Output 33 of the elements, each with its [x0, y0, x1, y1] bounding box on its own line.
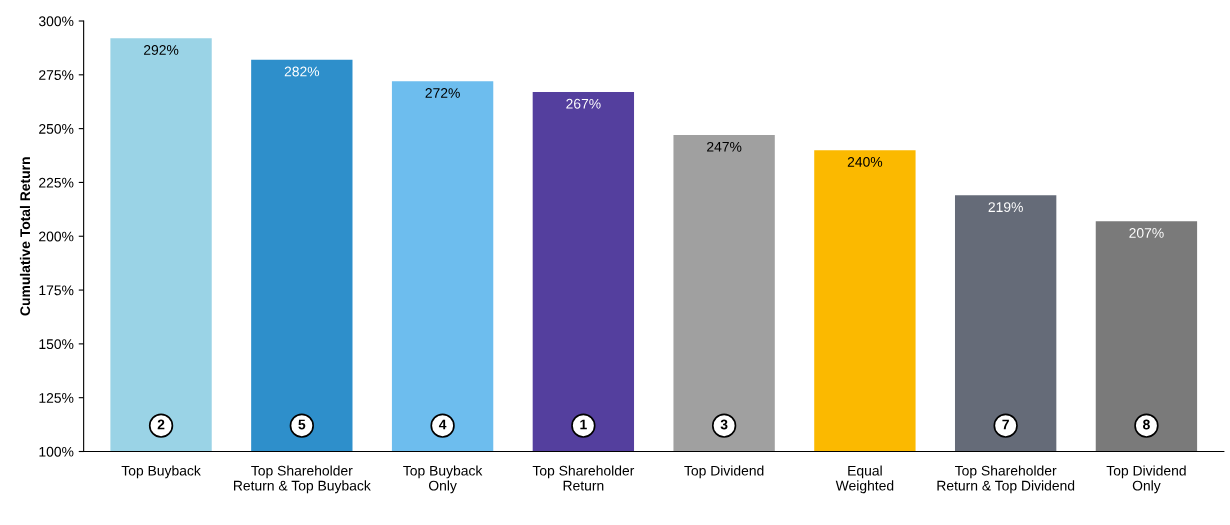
data-label: 247%	[707, 141, 742, 152]
data-label: 292%	[144, 45, 179, 55]
data-label: 267%	[566, 98, 601, 109]
y-tick-label: 275%	[39, 70, 74, 80]
x-tick-label: Equal Weighted	[835, 465, 894, 494]
x-tick-label: Top Dividend	[684, 465, 764, 479]
y-tick-label: 300%	[38, 16, 74, 27]
y-tick-label: 200%	[39, 231, 74, 242]
y-tick-label: 250%	[39, 123, 74, 134]
data-label: 272%	[425, 88, 460, 98]
data-label: 207%	[1129, 228, 1164, 238]
annotation: 7	[1002, 419, 1009, 430]
y-tick-label: 100%	[39, 446, 74, 457]
annotation: 2	[157, 419, 165, 430]
y-tick-label: 125%	[39, 393, 74, 403]
annotation: 1	[580, 419, 587, 430]
y-axis-title: Cumulative Total Return	[19, 157, 31, 316]
annotation: 8	[1143, 419, 1150, 430]
x-tick-label: Top Dividend Only	[1106, 465, 1186, 494]
y-tick-label: 175%	[39, 285, 74, 296]
y-tick-label: 150%	[39, 339, 74, 350]
x-tick-label: Top Buyback Only	[403, 465, 483, 494]
data-label: 219%	[988, 202, 1023, 213]
annotation: 3	[720, 419, 728, 430]
data-label: 240%	[847, 156, 883, 167]
data-label: 282%	[284, 66, 320, 77]
x-tick-label: Top Shareholder Return	[532, 465, 635, 491]
annotation: 5	[298, 419, 306, 430]
y-tick-label: 225%	[39, 177, 74, 188]
x-tick-label: Top Shareholder Return & Top Dividend	[937, 465, 1075, 494]
x-tick-label: Top Buyback	[121, 465, 201, 479]
x-tick-label: Top Shareholder Return & Top Buyback	[234, 465, 371, 494]
annotation: 4	[438, 419, 447, 430]
